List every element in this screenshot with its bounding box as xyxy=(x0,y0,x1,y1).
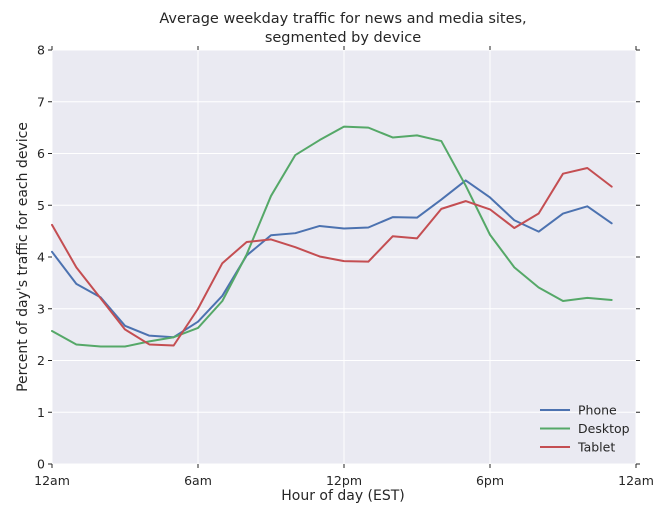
y-tick-label: 1 xyxy=(37,405,45,420)
legend: Phone Desktop Tablet xyxy=(540,403,630,455)
y-tick-label: 3 xyxy=(37,301,45,316)
y-tick-label: 5 xyxy=(37,198,45,213)
y-tick-label: 2 xyxy=(37,353,45,368)
chart-title-line-1: Average weekday traffic for news and med… xyxy=(159,11,526,27)
y-tick-label: 7 xyxy=(37,94,45,109)
series-lines xyxy=(51,125,613,348)
y-tick-label: 4 xyxy=(37,250,45,265)
x-tick-label: 12am xyxy=(34,473,70,488)
legend-label-desktop: Desktop xyxy=(578,421,630,436)
y-tick-label: 6 xyxy=(37,146,45,161)
x-tick-label: 12am xyxy=(618,473,654,488)
x-tick-label: 6pm xyxy=(476,473,504,488)
legend-label-tablet: Tablet xyxy=(577,440,615,455)
axis-ticks: 0 1 2 3 4 5 6 7 8 12am 6am 12pm 6pm 12am xyxy=(34,43,654,489)
series-line-phone xyxy=(51,179,613,339)
x-tick-label: 6am xyxy=(184,473,212,488)
x-tick-label: 12pm xyxy=(326,473,362,488)
x-axis-label: Hour of day (EST) xyxy=(281,488,405,504)
y-axis-label: Percent of day's traffic for each device xyxy=(15,122,31,392)
chart-title-line-2: segmented by device xyxy=(265,30,421,46)
legend-label-phone: Phone xyxy=(578,403,617,418)
y-tick-label: 8 xyxy=(37,43,45,58)
series-line-tablet xyxy=(51,166,613,347)
y-tick-label: 0 xyxy=(37,457,45,472)
